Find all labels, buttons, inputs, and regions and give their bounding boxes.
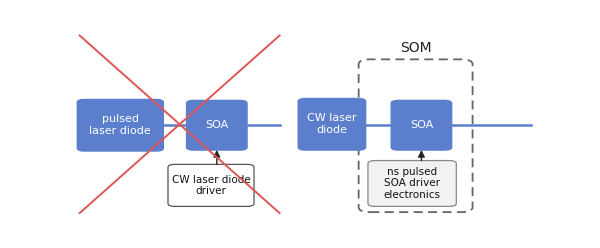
FancyBboxPatch shape xyxy=(77,99,163,151)
Text: SOA: SOA xyxy=(410,120,433,130)
Text: CW laser diode
driver: CW laser diode driver xyxy=(172,175,250,196)
FancyBboxPatch shape xyxy=(187,100,247,150)
Text: SOA: SOA xyxy=(205,120,229,130)
FancyBboxPatch shape xyxy=(391,100,452,150)
Text: SOM: SOM xyxy=(400,41,431,55)
FancyBboxPatch shape xyxy=(168,164,254,206)
FancyBboxPatch shape xyxy=(298,98,365,150)
Text: pulsed
laser diode: pulsed laser diode xyxy=(89,114,151,136)
Text: CW laser
diode: CW laser diode xyxy=(307,114,356,135)
Text: ns pulsed
SOA driver
electronics: ns pulsed SOA driver electronics xyxy=(383,167,440,200)
FancyBboxPatch shape xyxy=(368,160,457,206)
